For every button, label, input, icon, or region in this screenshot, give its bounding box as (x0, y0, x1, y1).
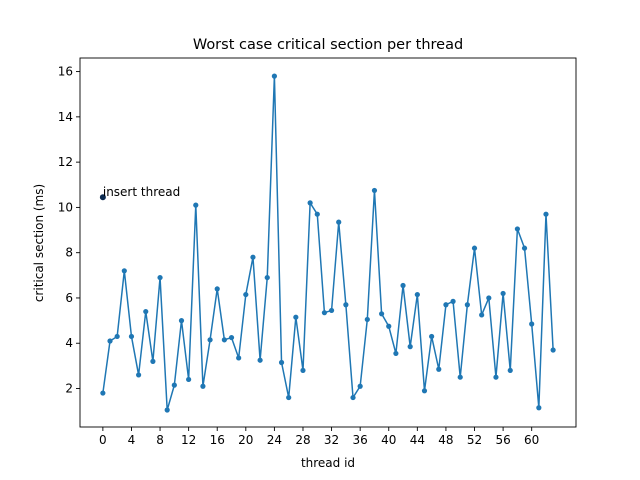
data-point (100, 390, 106, 396)
y-tick-label: 14 (58, 110, 73, 124)
data-point (343, 302, 349, 308)
data-point (186, 376, 192, 383)
data-point (278, 359, 285, 366)
data-point (543, 211, 549, 217)
data-point (443, 302, 449, 308)
data-point (136, 372, 142, 378)
data-point (107, 338, 113, 344)
data-point (393, 350, 399, 357)
y-tick-label: 2 (65, 382, 73, 396)
x-axis-label: thread id (301, 456, 355, 470)
y-tick-label: 10 (58, 200, 73, 214)
data-point (307, 200, 313, 206)
data-point (457, 374, 463, 380)
x-tick-label: 16 (210, 433, 225, 447)
x-tick-label: 60 (524, 433, 539, 447)
annotation-marker (99, 194, 106, 201)
data-point (228, 334, 235, 341)
data-point (236, 355, 242, 361)
data-point (350, 394, 356, 401)
x-tick-label: 56 (495, 433, 510, 447)
data-point (314, 211, 320, 217)
data-point (336, 219, 342, 225)
data-point (171, 382, 177, 388)
data-point (128, 333, 135, 340)
data-point (264, 274, 270, 281)
data-point (521, 245, 528, 251)
y-tick-label: 16 (58, 65, 73, 79)
data-point (207, 337, 213, 343)
chart-title: Worst case critical section per thread (193, 37, 463, 53)
y-tick-label: 12 (58, 155, 73, 169)
x-tick-label: 40 (381, 433, 396, 447)
x-tick-label: 24 (267, 433, 282, 447)
series-line (102, 75, 554, 411)
annotation-label: insert thread (103, 185, 180, 199)
data-point (178, 318, 185, 324)
x-tick-label: 20 (238, 433, 253, 447)
x-tick-label: 48 (438, 433, 453, 447)
data-point (371, 187, 378, 194)
data-point (257, 357, 263, 363)
x-tick-label: 4 (128, 433, 136, 447)
y-axis-label: critical section (ms) (32, 184, 46, 302)
data-point (407, 344, 413, 350)
data-point (507, 367, 513, 374)
data-point (364, 316, 370, 323)
data-point (200, 383, 206, 389)
data-point (550, 347, 556, 353)
x-tick-label: 36 (353, 433, 368, 447)
data-point (321, 310, 328, 316)
data-point (379, 311, 385, 317)
axes-frame (79, 57, 577, 428)
data-point (214, 286, 220, 292)
data-point (536, 405, 542, 411)
data-point (486, 295, 492, 301)
x-tick-label: 28 (295, 433, 310, 447)
data-point (414, 291, 420, 298)
x-tick-label: 8 (156, 433, 164, 447)
data-point (479, 312, 485, 318)
data-point (293, 314, 299, 320)
data-point (250, 254, 256, 260)
data-point (464, 302, 470, 308)
data-point (143, 308, 149, 315)
data-point (436, 366, 442, 372)
x-tick-label: 32 (324, 433, 339, 447)
data-point (271, 73, 277, 79)
data-point (471, 245, 478, 251)
data-point (157, 274, 163, 281)
data-point (400, 282, 406, 289)
y-tick-label: 6 (65, 291, 73, 305)
x-tick-label: 0 (99, 433, 107, 447)
y-tick-label: 4 (65, 336, 73, 350)
data-point (193, 202, 199, 208)
x-tick-label: 44 (410, 433, 425, 447)
data-point (493, 374, 499, 380)
data-point (221, 337, 227, 343)
plot-area (80, 58, 576, 427)
data-point (243, 291, 249, 298)
x-tick-label: 52 (467, 433, 482, 447)
data-point (121, 268, 127, 274)
data-point (529, 321, 535, 327)
data-point (286, 394, 292, 401)
data-point (514, 226, 520, 232)
data-point (357, 383, 363, 389)
data-point (300, 367, 306, 374)
data-point (500, 290, 506, 297)
data-point (164, 407, 170, 413)
data-point (450, 298, 456, 304)
data-point (421, 388, 428, 394)
y-tick-label: 8 (65, 246, 73, 260)
data-point (429, 333, 435, 340)
data-point (150, 358, 156, 364)
data-point (386, 323, 392, 329)
x-tick-label: 12 (181, 433, 196, 447)
data-point (114, 333, 120, 340)
data-point (328, 307, 335, 314)
